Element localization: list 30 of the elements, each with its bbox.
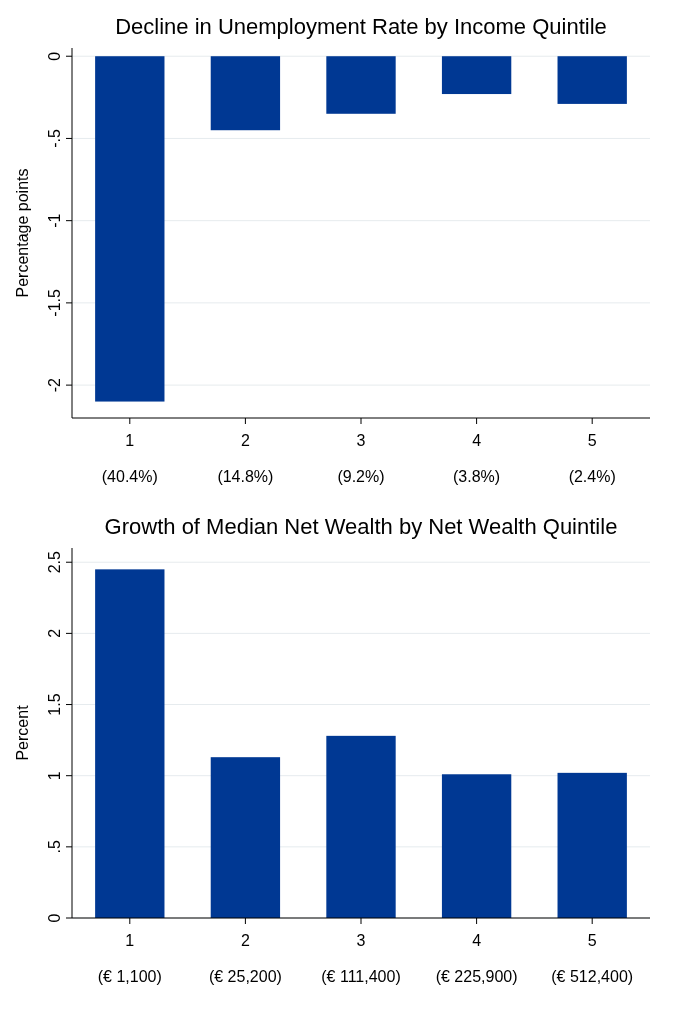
y-tick-label: 0 [46, 913, 63, 923]
bar [557, 772, 627, 918]
x-tick-label: 2 (€ 25,200) [208, 932, 282, 985]
y-axis-title: Percentage points [14, 168, 31, 298]
x-tick-label: 5 (2.4%) [568, 432, 616, 485]
x-tick-label: 3 (€ 111,400) [321, 932, 401, 985]
y-tick-label: 2.5 [46, 551, 63, 574]
x-tick-label: 2 (14.8%) [217, 432, 274, 485]
y-tick-label: 0 [46, 51, 63, 61]
y-tick-label: -.5 [46, 129, 63, 148]
x-tick-label: 3 (9.2%) [337, 432, 385, 485]
x-tick-label: 1 (€ 1,100) [97, 932, 162, 985]
bar [326, 735, 396, 918]
y-tick-label: -1.5 [46, 289, 63, 317]
y-tick-label: 1.5 [46, 693, 63, 716]
y-tick-label: 1 [46, 771, 63, 781]
bar [441, 774, 512, 918]
y-tick-label: .5 [46, 840, 63, 854]
x-tick-label: 1 (40.4%) [101, 432, 158, 485]
y-tick-label: -2 [46, 377, 63, 393]
y-tick-label: -1 [46, 213, 63, 228]
bar [210, 757, 281, 918]
x-tick-label: 4 (€ 225,900) [435, 932, 518, 985]
x-tick-label: 4 (3.8%) [453, 432, 501, 485]
chart-title: Decline in Unemployment Rate by Income Quintile [115, 14, 607, 39]
y-axis-title: Percent [14, 704, 31, 761]
y-tick-label: 2 [46, 628, 63, 638]
chart-title: Growth of Median Net Wealth by Net Wealth Quintile [104, 514, 618, 539]
x-tick-label: 5 (€ 512,400) [551, 932, 634, 985]
bar [95, 569, 165, 918]
